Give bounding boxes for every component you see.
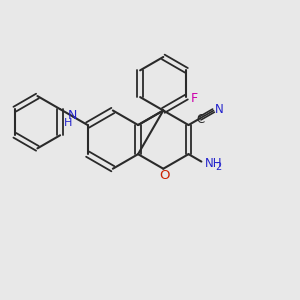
Text: O: O (159, 169, 170, 182)
Text: C: C (196, 113, 205, 126)
Text: N: N (68, 109, 78, 122)
Text: 2: 2 (215, 162, 221, 172)
Text: F: F (191, 92, 198, 105)
Text: NH: NH (205, 157, 223, 169)
Text: H: H (64, 118, 72, 128)
Text: N: N (214, 103, 223, 116)
